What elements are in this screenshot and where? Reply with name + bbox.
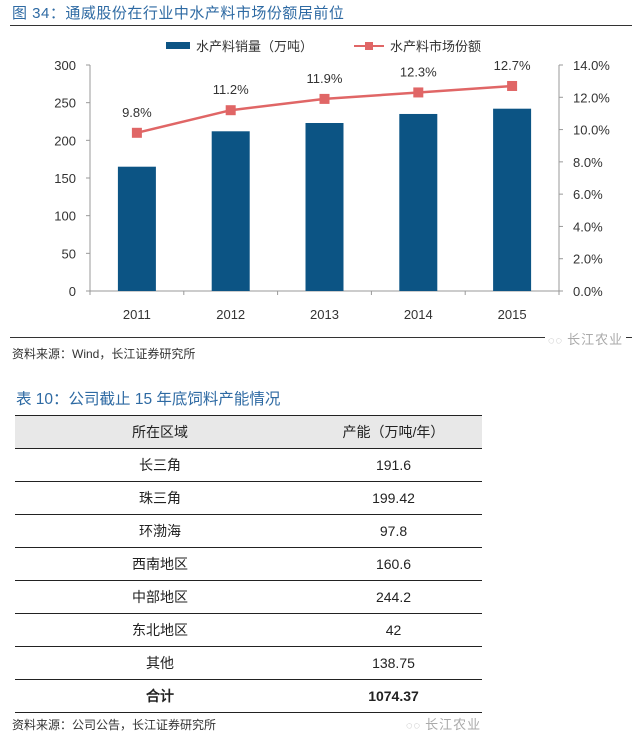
figure-title: 图 34：通威股份在行业中水产料市场份额居前位 bbox=[12, 5, 345, 22]
cell-region: 珠三角 bbox=[15, 481, 305, 515]
table-row: 中部地区 244.2 bbox=[15, 580, 482, 614]
table-total-row: 合计 1074.37 bbox=[15, 679, 482, 713]
cell-region: 西南地区 bbox=[15, 547, 305, 581]
legend-bar-label: 水产料销量（万吨） bbox=[196, 39, 313, 54]
table-row: 珠三角 199.42 bbox=[15, 481, 482, 515]
line-point bbox=[413, 87, 424, 98]
y-left-tick-label: 100 bbox=[54, 209, 76, 224]
cell-region: 东北地区 bbox=[15, 613, 305, 647]
cell-region: 长三角 bbox=[15, 448, 305, 482]
table-row: 其他 138.75 bbox=[15, 646, 482, 680]
bar bbox=[117, 166, 156, 291]
cell-capacity: 42 bbox=[305, 613, 482, 647]
y-left-tick-label: 200 bbox=[54, 133, 76, 148]
watermark-text: 长江农业 bbox=[567, 332, 624, 347]
data-label: 11.9% bbox=[307, 71, 343, 86]
cell-capacity: 160.6 bbox=[305, 547, 482, 581]
y-left-tick-label: 300 bbox=[54, 58, 76, 73]
y-right-tick-label: 4.0% bbox=[573, 219, 603, 234]
table-source: 资料来源：公司公告，长江证券研究所 bbox=[12, 718, 217, 732]
chart-legend: 水产料销量（万吨） 水产料市场份额 bbox=[166, 39, 481, 54]
total-value: 1074.37 bbox=[305, 679, 482, 713]
combo-chart: 水产料销量（万吨） 水产料市场份额 0 50 100 150 200 250 300 0.0%… bbox=[54, 39, 610, 322]
y-right-tick-label: 0.0% bbox=[573, 284, 603, 299]
watermark-text: 长江农业 bbox=[425, 717, 482, 732]
legend-line-marker bbox=[365, 42, 373, 50]
bar bbox=[493, 108, 532, 292]
y-right-tick-label: 2.0% bbox=[573, 252, 603, 267]
cell-capacity: 199.42 bbox=[305, 481, 482, 515]
x-tick-label: 2011 bbox=[123, 307, 151, 322]
x-tick-label: 2013 bbox=[310, 307, 339, 322]
capacity-table: 所在区域 产能（万吨/年） 长三角 191.6 珠三角 199.42 环渤海 97.8 西南… bbox=[15, 415, 482, 713]
y-left-tick-label: 0 bbox=[69, 284, 76, 299]
total-label: 合计 bbox=[15, 679, 305, 713]
table-title: 表 10：公司截止 15 年底饲料产能情况 bbox=[16, 391, 281, 408]
y-right-tick-label: 14.0% bbox=[573, 58, 610, 73]
wechat-icon: ◌◌ bbox=[406, 720, 422, 732]
y-right-tick-label: 8.0% bbox=[573, 155, 603, 170]
cell-region: 其他 bbox=[15, 646, 305, 680]
table-row: 长三角 191.6 bbox=[15, 448, 482, 482]
x-tick-label: 2014 bbox=[404, 307, 433, 322]
cell-region: 中部地区 bbox=[15, 580, 305, 614]
y-right-tick-label: 10.0% bbox=[573, 123, 610, 138]
bar bbox=[399, 113, 438, 291]
y-left-tick-label: 50 bbox=[62, 246, 76, 261]
line-point bbox=[131, 127, 142, 138]
x-tick-label: 2015 bbox=[498, 307, 527, 322]
data-label: 11.2% bbox=[213, 82, 249, 97]
line-point bbox=[225, 105, 236, 116]
data-label: 12.3% bbox=[400, 64, 437, 79]
data-label: 9.8% bbox=[122, 105, 152, 120]
table-row: 西南地区 160.6 bbox=[15, 547, 482, 581]
legend-line-label: 水产料市场份额 bbox=[390, 39, 481, 54]
cell-region: 环渤海 bbox=[15, 514, 305, 548]
line-point bbox=[507, 80, 518, 91]
figure-source: 资料来源：Wind，长江证券研究所 bbox=[12, 347, 196, 361]
y-left-tick-label: 150 bbox=[54, 171, 76, 186]
watermark-bottom: ◌◌ 长江农业 bbox=[406, 714, 481, 733]
y-right-tick-label: 12.0% bbox=[573, 90, 610, 105]
x-tick-label: 2012 bbox=[216, 307, 245, 322]
y-left-tick-label: 250 bbox=[54, 96, 76, 111]
cell-capacity: 97.8 bbox=[305, 514, 482, 548]
bar bbox=[211, 131, 250, 291]
cell-capacity: 138.75 bbox=[305, 646, 482, 680]
header-capacity: 产能（万吨/年） bbox=[305, 415, 482, 449]
cell-capacity: 191.6 bbox=[305, 448, 482, 482]
bar bbox=[305, 123, 344, 291]
line-point bbox=[319, 93, 330, 104]
wechat-icon: ◌◌ bbox=[548, 335, 564, 347]
legend-bar-swatch bbox=[166, 42, 190, 49]
figure-bottom-rule bbox=[10, 337, 632, 338]
data-label: 12.7% bbox=[494, 58, 531, 73]
y-right-tick-label: 6.0% bbox=[573, 187, 603, 202]
table-header-row: 所在区域 产能（万吨/年） bbox=[15, 415, 482, 449]
table-row: 环渤海 97.8 bbox=[15, 514, 482, 548]
title-divider bbox=[10, 25, 632, 26]
watermark-top: ◌◌ 长江农业 bbox=[545, 329, 627, 348]
table-row: 东北地区 42 bbox=[15, 613, 482, 647]
header-region: 所在区域 bbox=[15, 415, 305, 449]
cell-capacity: 244.2 bbox=[305, 580, 482, 614]
